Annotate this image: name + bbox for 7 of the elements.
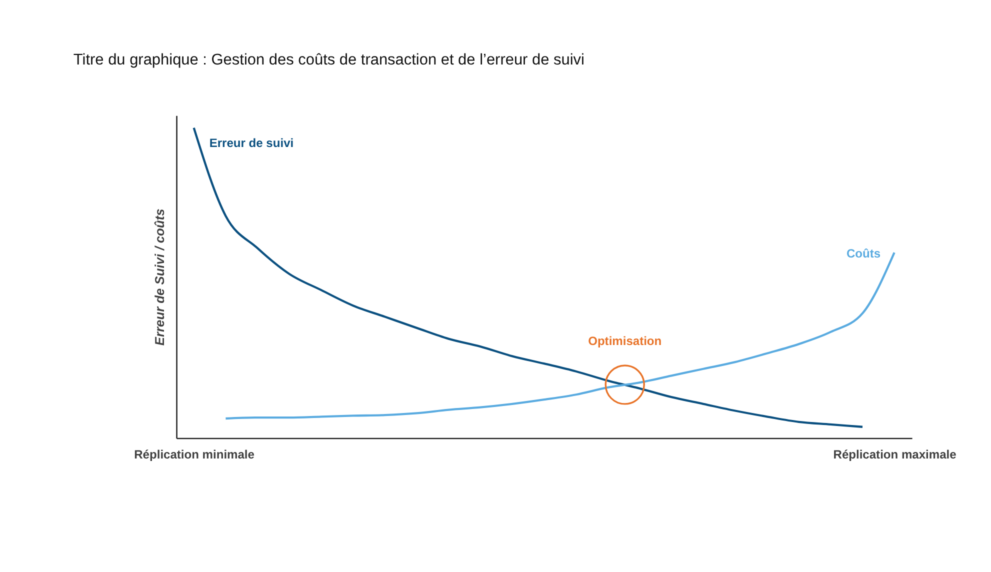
series-label: Coûts: [846, 246, 881, 261]
y-axis-title: Erreur de Suivi / coûts: [152, 208, 167, 346]
series-label: Erreur de suivi: [209, 136, 294, 150]
annotation: Optimisation: [588, 334, 662, 348]
x-tick-label: Réplication minimale: [134, 447, 255, 462]
x-tick-label: Réplication maximale: [833, 447, 957, 462]
chart-title: Titre du graphique : Gestion des coûts de transaction et de l’erreur de suivi: [73, 52, 584, 69]
